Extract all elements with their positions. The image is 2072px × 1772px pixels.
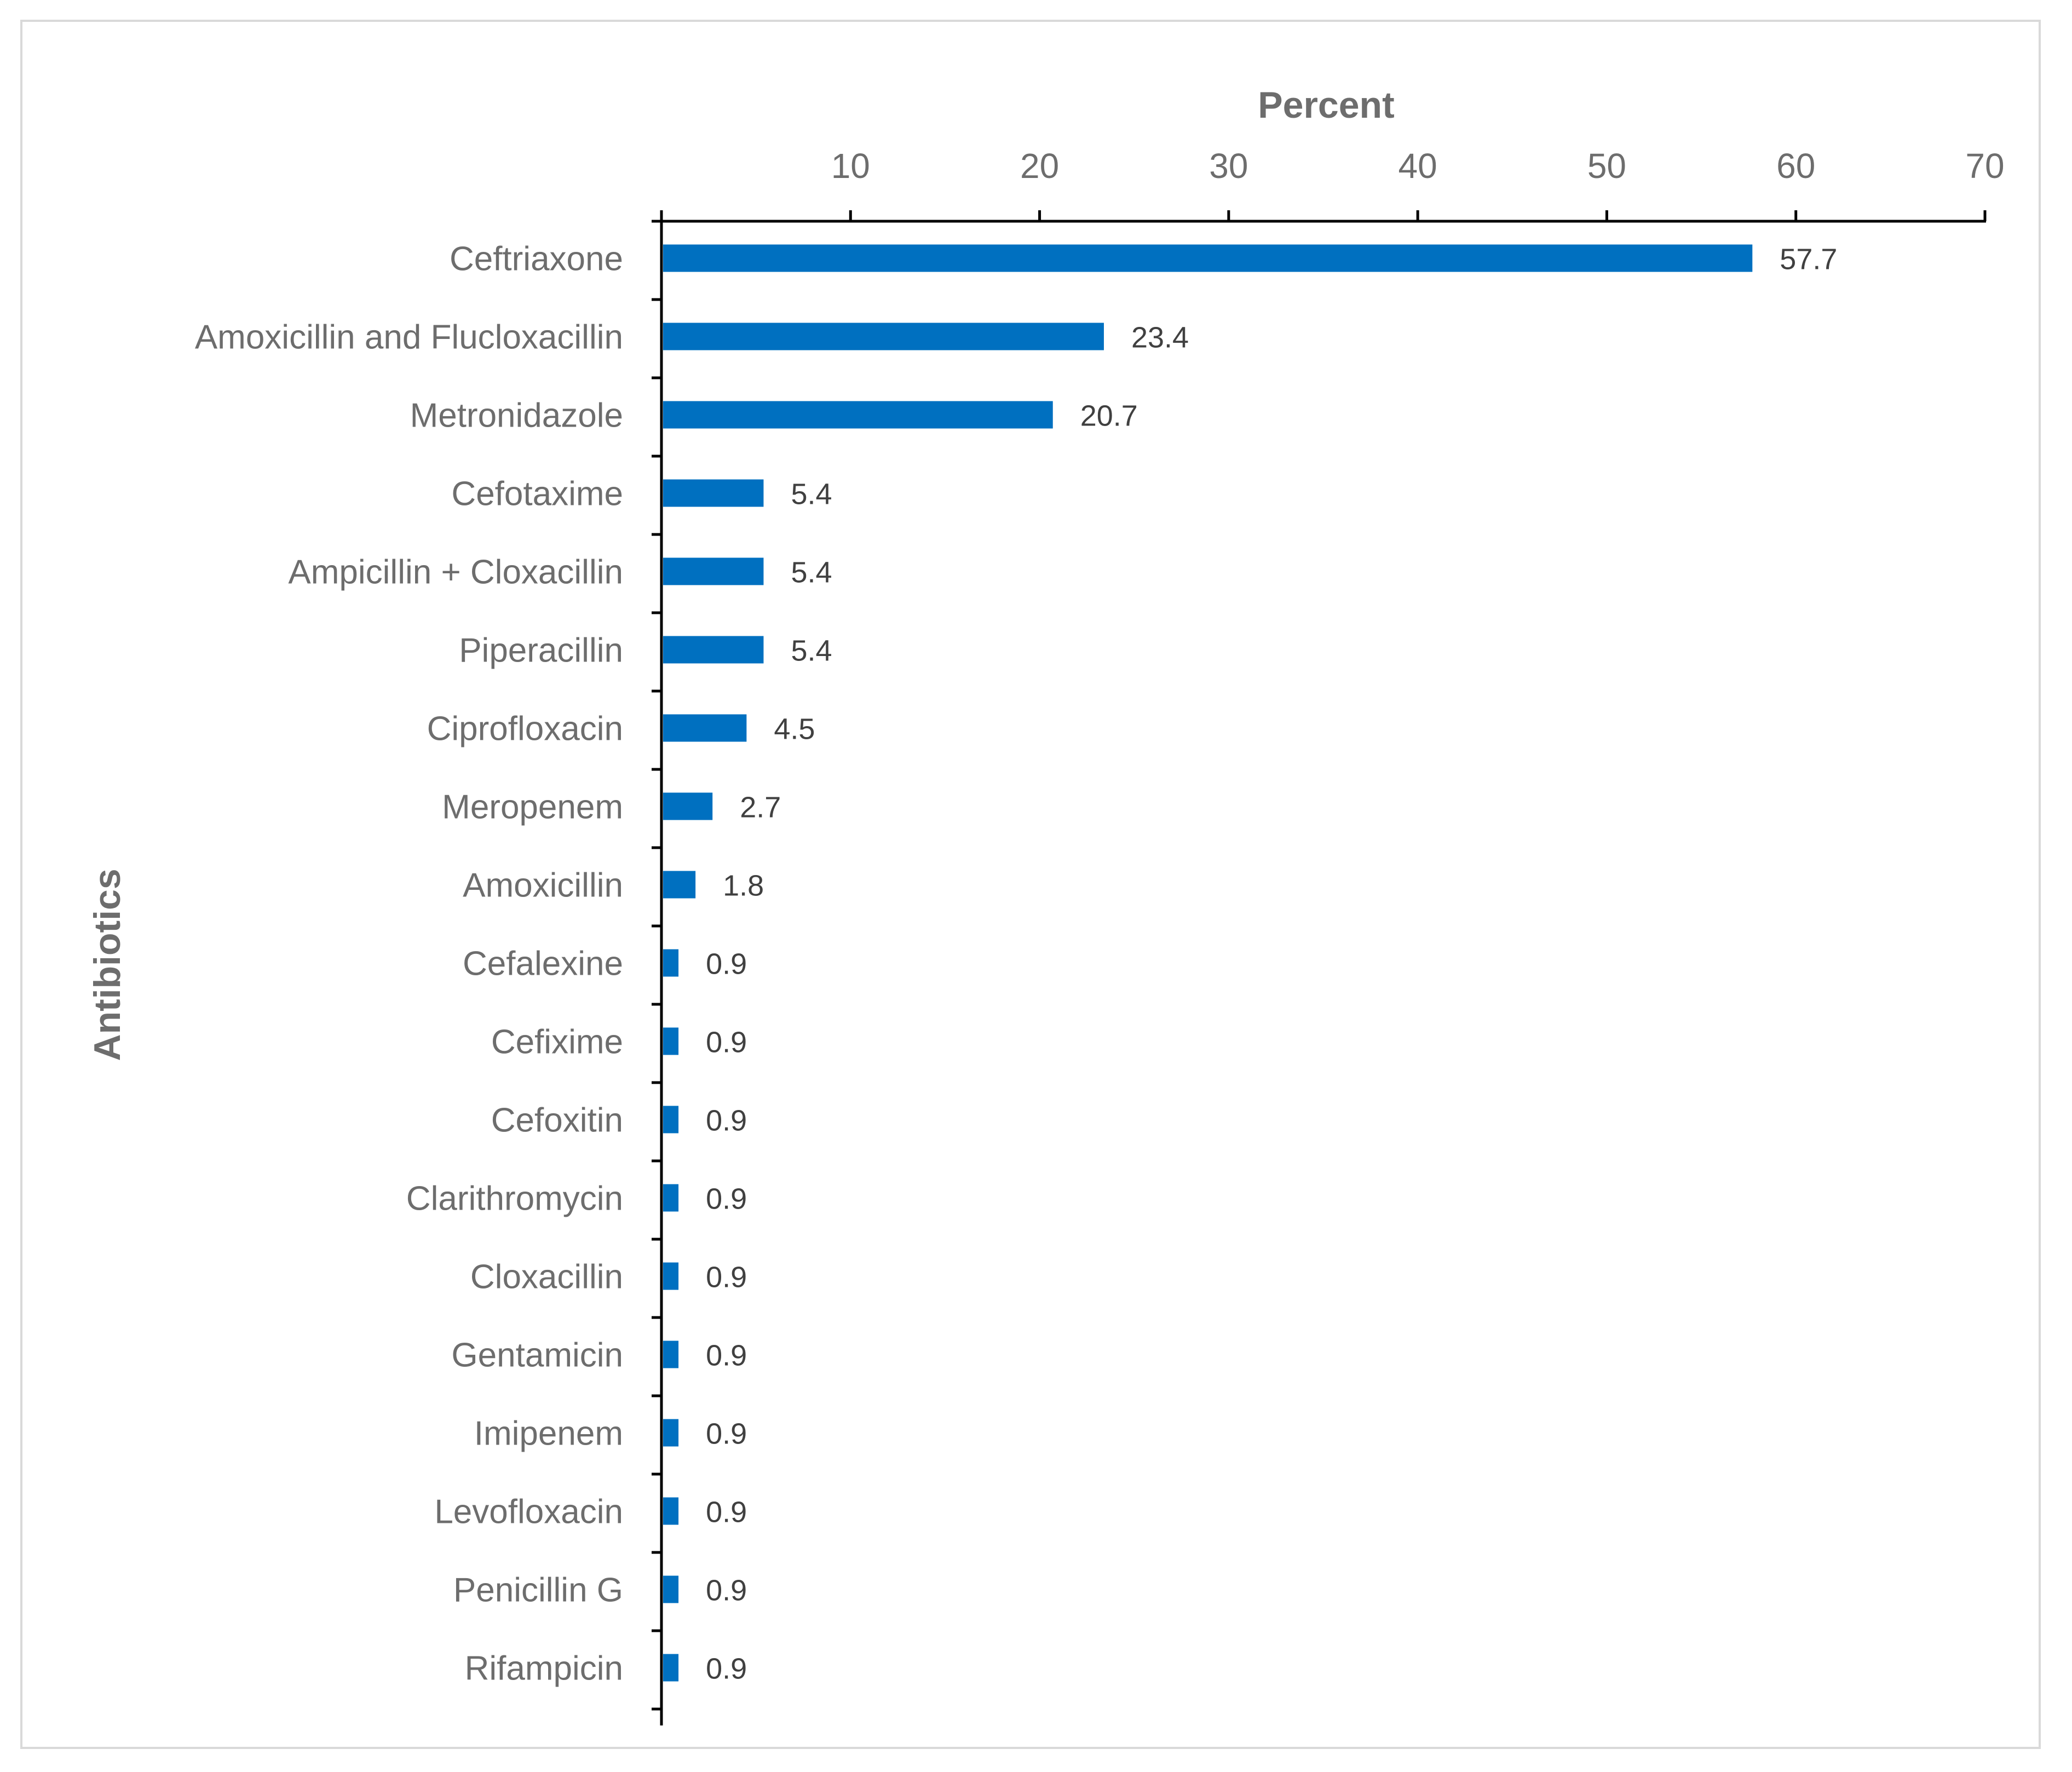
y-axis-title: Antibiotics [87,868,128,1061]
data-label: 20.7 [1080,400,1138,433]
data-label: 57.7 [1780,243,1837,276]
x-tick-label: 20 [1020,146,1059,186]
category-label: Cefalexine [463,945,623,983]
bar [663,1497,679,1525]
category-label: Piperacillin [459,632,623,670]
category-label: Cefoxitin [491,1102,623,1140]
bar [663,714,747,742]
data-label: 5.4 [791,635,832,668]
data-label: 2.7 [740,791,781,824]
category-label: Amoxicillin and Flucloxacillin [195,319,623,356]
category-label: Metronidazole [410,397,623,435]
category-label: Ceftriaxone [450,240,623,278]
x-tick-label: 70 [1965,146,2004,186]
x-axis-title: Percent [1258,84,1394,126]
category-label: Cefotaxime [451,475,623,513]
plot-area: 10 20 30 40 50 60 70 Ceftriaxone 57.7 Amoxicillin… [195,146,2005,1725]
category-label: Imipenem [474,1415,623,1453]
data-label: 0.9 [706,1339,747,1372]
category-label: Levofloxacin [434,1493,623,1531]
x-tick-label: 10 [831,146,870,186]
category-label: Amoxicillin [463,867,623,905]
x-tick-label: 60 [1776,146,1815,186]
bar [663,479,764,507]
bar [663,1654,679,1682]
data-label: 0.9 [706,1104,747,1137]
data-label: 5.4 [791,478,832,511]
category-label: Cloxacillin [470,1258,623,1296]
bar [663,557,764,585]
bar [663,949,679,977]
data-label: 0.9 [706,1183,747,1216]
data-label: 1.8 [723,870,764,902]
bar [663,1106,679,1134]
data-label: 0.9 [706,1026,747,1059]
category-label: Cefixime [491,1023,623,1061]
bar [663,792,713,820]
bar [663,1262,679,1290]
x-tick-label: 30 [1209,146,1248,186]
category-label: Ciprofloxacin [427,710,623,748]
category-label: Gentamicin [451,1337,623,1374]
bar [663,323,1104,350]
bar [663,1184,679,1212]
bar [663,244,1753,272]
data-label: 23.4 [1131,321,1189,354]
bar [663,401,1053,429]
bar [663,1575,679,1603]
category-label: Ampicillin + Cloxacillin [288,554,623,591]
data-label: 0.9 [706,1496,747,1529]
data-label: 0.9 [706,1261,747,1294]
data-label: 0.9 [706,1418,747,1451]
data-label: 0.9 [706,1574,747,1607]
category-label: Penicillin G [453,1572,623,1609]
bar [663,1027,679,1055]
bar [663,636,764,664]
data-label: 0.9 [706,1653,747,1685]
category-label: Meropenem [442,789,623,826]
x-tick-label: 40 [1398,146,1437,186]
category-label: Clarithromycin [406,1180,623,1218]
data-label: 5.4 [791,556,832,589]
data-label: 0.9 [706,948,747,981]
bar [663,1419,679,1447]
bar [663,1340,679,1368]
chart-frame [20,20,2041,1749]
bar [663,871,696,899]
data-label: 4.5 [774,713,815,746]
category-label: Rifampicin [465,1650,623,1688]
x-tick-label: 50 [1587,146,1626,186]
